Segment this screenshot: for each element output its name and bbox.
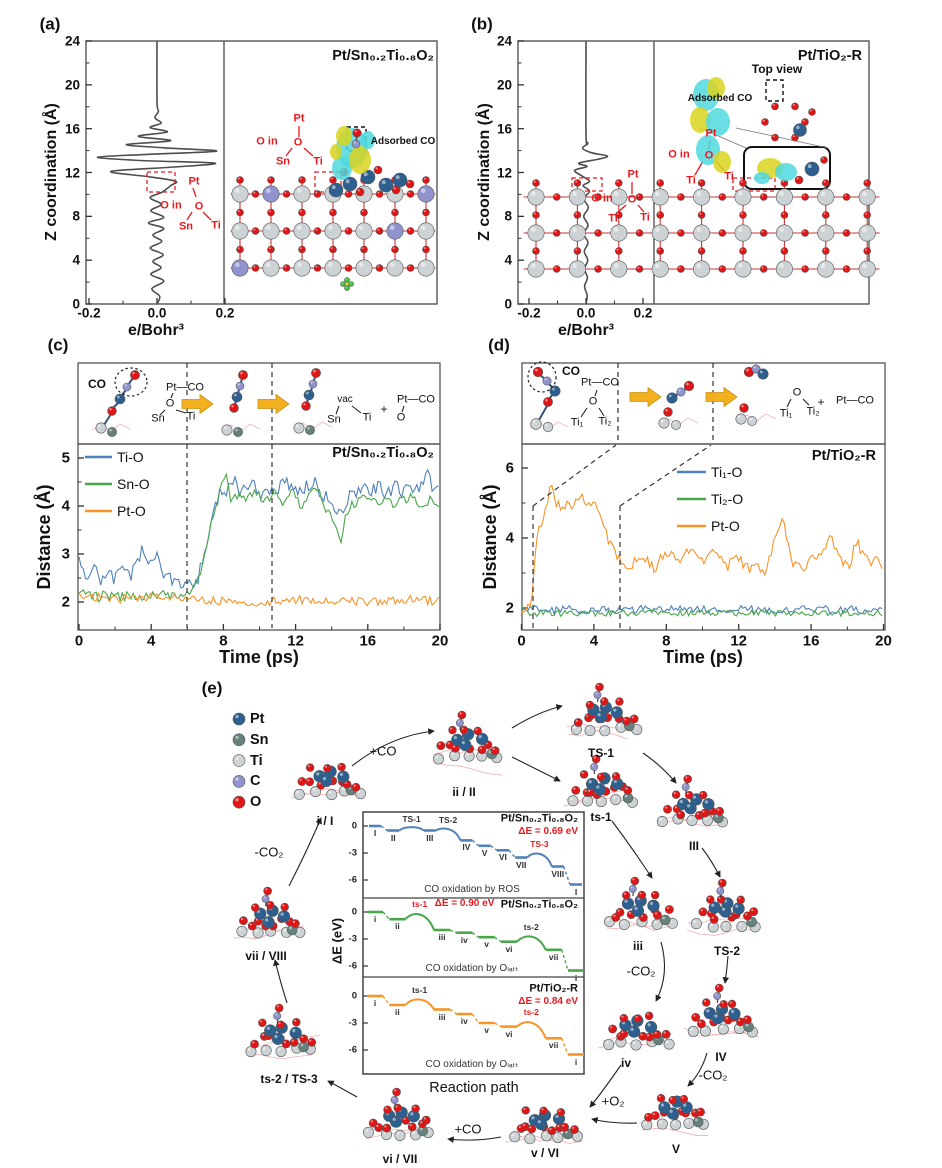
structure-iv xyxy=(597,1011,675,1051)
structure-V xyxy=(640,1093,709,1136)
structure-IV xyxy=(682,983,760,1038)
structure-v-VI xyxy=(505,1106,584,1145)
structure-ii-II xyxy=(432,710,503,776)
panel-e-cycle xyxy=(232,682,761,1145)
structure-III xyxy=(656,774,728,828)
structure-ts-1 xyxy=(563,754,638,808)
panel-a-plot xyxy=(85,40,438,305)
structure-vi-VII xyxy=(362,1087,434,1141)
panel-d-plot xyxy=(520,361,886,631)
panel-c-plot xyxy=(77,362,441,631)
panel-b-plot xyxy=(517,40,880,305)
structure-vii-VIII xyxy=(234,886,306,940)
structure-iii xyxy=(603,876,678,931)
structure-i-I xyxy=(290,762,367,801)
energy-inset xyxy=(362,811,585,1075)
structure-TS-2 xyxy=(686,878,761,936)
structure-TS-1 xyxy=(566,682,643,740)
structure-ts-2-TS-3 xyxy=(245,1003,320,1060)
